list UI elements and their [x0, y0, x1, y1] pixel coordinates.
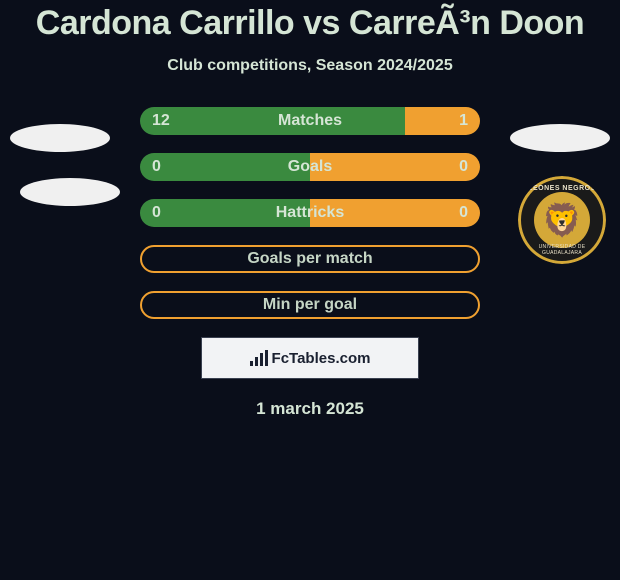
player-placeholder-left [10, 124, 110, 152]
page-title: Cardona Carrillo vs CarreÃ³n Doon [0, 0, 620, 43]
stat-empty-row: Min per goal [140, 291, 480, 319]
date-line: 1 march 2025 [0, 399, 620, 419]
stat-left-value: 12 [140, 107, 405, 135]
club-badge: LEONES NEGROS🦁UNIVERSIDAD DE GUADALAJARA [518, 176, 606, 264]
stat-left-value: 0 [140, 153, 310, 181]
bars-icon [250, 350, 268, 366]
stat-row: 00Hattricks [140, 199, 480, 227]
page-subtitle: Club competitions, Season 2024/2025 [0, 57, 620, 75]
stat-left-value: 0 [140, 199, 310, 227]
stat-row: 00Goals [140, 153, 480, 181]
stat-right-value: 0 [310, 199, 480, 227]
stat-right-value: 1 [405, 107, 480, 135]
stat-empty-row: Goals per match [140, 245, 480, 273]
fctables-attribution: FcTables.com [201, 337, 419, 379]
fctables-label: FcTables.com [272, 350, 371, 367]
lion-icon: 🦁 [534, 192, 590, 248]
club-badge-text-top: LEONES NEGROS [521, 185, 603, 192]
club-badge-text-bottom: UNIVERSIDAD DE GUADALAJARA [521, 244, 603, 256]
player-placeholder-right [510, 124, 610, 152]
player-placeholder-left [20, 178, 120, 206]
stat-right-value: 0 [310, 153, 480, 181]
stat-row: 121Matches [140, 107, 480, 135]
